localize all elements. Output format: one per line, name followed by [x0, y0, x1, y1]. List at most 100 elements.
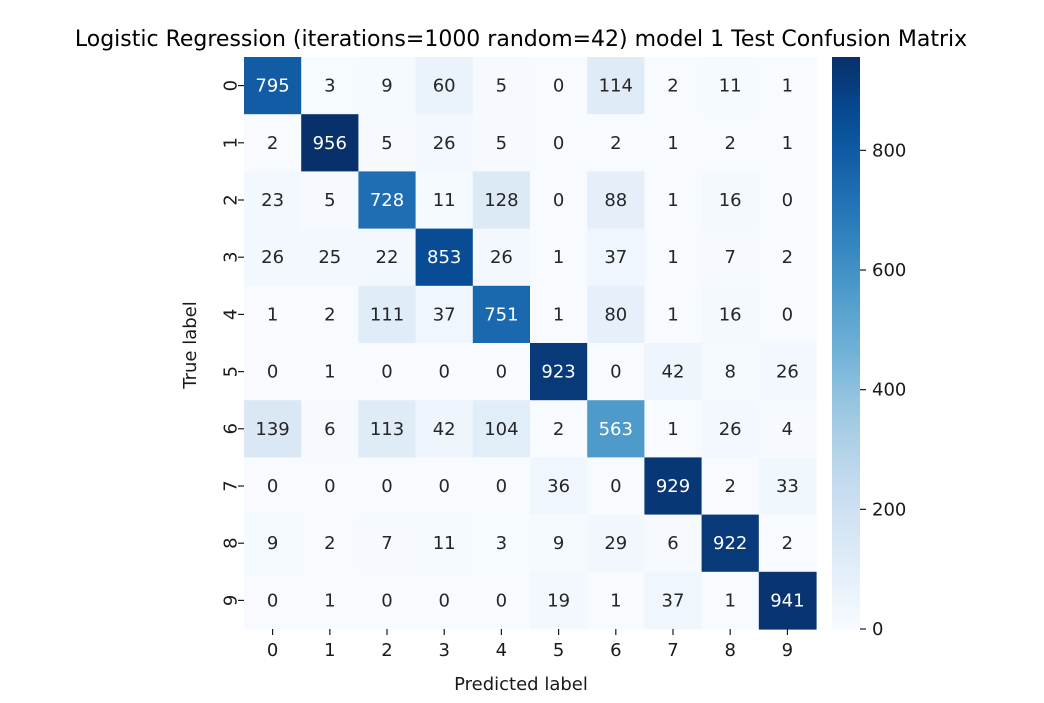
heatmap-cell-label: 0	[553, 190, 564, 211]
colorbar-tick-label: 200	[872, 499, 906, 520]
heatmap-cell-label: 29	[604, 533, 627, 554]
x-axis-ticks: 0 1 2 3 4 5 6 7 8 9	[267, 629, 793, 661]
heatmap-cell	[758, 457, 817, 516]
heatmap-cell-label: 22	[376, 247, 399, 268]
heatmap-cell-label: 25	[318, 247, 341, 268]
heatmap-cell	[587, 285, 645, 344]
heatmap-cell	[358, 343, 417, 401]
heatmap-cell	[301, 400, 359, 458]
y-tick-label: 7	[220, 480, 241, 491]
heatmap-cell	[358, 285, 417, 344]
heatmap-cell	[415, 514, 474, 573]
heatmap-cell	[244, 457, 302, 516]
heatmap-cell-label: 1	[782, 133, 793, 154]
heatmap-cell	[415, 400, 474, 458]
x-tick-label: 2	[381, 640, 392, 661]
heatmap-cell-label: 0	[381, 590, 392, 611]
heatmap-cell-label: 1	[724, 590, 735, 611]
heatmap-cell-label: 0	[496, 362, 507, 383]
heatmap-cell-label: 2	[324, 304, 335, 325]
heatmap-cell	[358, 171, 417, 230]
heatmap-cell	[301, 571, 359, 630]
heatmap-cell	[301, 171, 359, 230]
heatmap-cell-label: 0	[782, 304, 793, 325]
heatmap-cell	[530, 228, 588, 287]
heatmap-cell-label: 36	[547, 476, 570, 497]
heatmap-cell-label: 6	[324, 419, 335, 440]
heatmap-cell	[358, 228, 417, 287]
heatmap-cell-label: 1	[667, 419, 678, 440]
heatmap-cell-label: 728	[370, 190, 404, 211]
heatmap-cell-label: 0	[496, 476, 507, 497]
heatmap-cell	[358, 114, 417, 172]
heatmap-cell-label: 37	[604, 247, 627, 268]
x-tick-label: 3	[438, 640, 449, 661]
heatmap-cell-label: 0	[267, 590, 278, 611]
heatmap-cell-label: 26	[776, 362, 799, 383]
heatmap-cell-label: 9	[553, 533, 564, 554]
chart-title: Logistic Regression (iterations=1000 ran…	[75, 27, 967, 52]
heatmap-cell-label: 2	[782, 533, 793, 554]
heatmap-cell	[644, 343, 703, 401]
y-axis-ticks: 0 1 2 3 4 5 6 7 8 9	[220, 80, 244, 606]
heatmap-cell	[415, 228, 474, 287]
heatmap-cell-label: 0	[438, 476, 449, 497]
heatmap-cell-label: 139	[255, 419, 289, 440]
heatmap-cell-label: 0	[267, 476, 278, 497]
heatmap-cell-label: 0	[496, 590, 507, 611]
colorbar-tick-label: 400	[872, 380, 906, 401]
heatmap-cell-label: 2	[724, 133, 735, 154]
heatmap-cell	[530, 457, 588, 516]
heatmap-cell-label: 5	[381, 133, 392, 154]
heatmap-cell	[587, 228, 645, 287]
heatmap-cell-label: 23	[261, 190, 284, 211]
heatmap-cell	[415, 457, 474, 516]
colorbar-tick-label: 800	[872, 140, 906, 161]
colorbar-tick-label: 0	[872, 619, 883, 640]
heatmap-cell	[472, 114, 531, 172]
heatmap-cell-label: 956	[313, 133, 347, 154]
heatmap-cell	[301, 343, 359, 401]
heatmap-cell	[758, 228, 817, 287]
heatmap-cell	[301, 57, 359, 115]
heatmap-cell-label: 16	[719, 190, 742, 211]
heatmap-cell-label: 5	[496, 133, 507, 154]
heatmap-cell	[587, 171, 645, 230]
heatmap-cell	[587, 400, 645, 458]
heatmap-cell-label: 3	[324, 76, 335, 97]
heatmap-cell-label: 104	[484, 419, 518, 440]
heatmap-cell-label: 0	[267, 362, 278, 383]
heatmap-cell-label: 1	[553, 304, 564, 325]
x-axis-label: Predicted label	[454, 674, 588, 695]
heatmap-cell-label: 11	[433, 190, 456, 211]
heatmap-cell	[530, 571, 588, 630]
heatmap-cell-label: 0	[553, 133, 564, 154]
heatmap-cell-label: 0	[438, 362, 449, 383]
heatmap-cell-label: 9	[381, 76, 392, 97]
heatmap-cell-label: 80	[604, 304, 627, 325]
heatmap-cell-label: 2	[610, 133, 621, 154]
heatmap-cell	[701, 457, 760, 516]
heatmap-cell	[644, 285, 703, 344]
heatmap-cell	[758, 114, 817, 172]
heatmap-cell	[530, 285, 588, 344]
heatmap-cell	[758, 57, 817, 115]
heatmap-cell-label: 1	[267, 304, 278, 325]
heatmap-cell	[644, 114, 703, 172]
heatmap-cell-label: 3	[496, 533, 507, 554]
heatmap-cell-label: 7	[381, 533, 392, 554]
heatmap-cell	[415, 343, 474, 401]
heatmap-cell-label: 42	[433, 419, 456, 440]
heatmap-cell-label: 0	[610, 362, 621, 383]
heatmap-cell-label: 0	[610, 476, 621, 497]
heatmap-cell	[587, 457, 645, 516]
heatmap-cell-label: 853	[427, 247, 461, 268]
heatmap-cell	[244, 57, 302, 115]
heatmap-cell	[415, 285, 474, 344]
heatmap-cell	[587, 571, 645, 630]
heatmap-cell	[701, 400, 760, 458]
heatmap-cell-label: 19	[547, 590, 570, 611]
heatmap-cell	[415, 57, 474, 115]
heatmap-cell-label: 0	[381, 362, 392, 383]
